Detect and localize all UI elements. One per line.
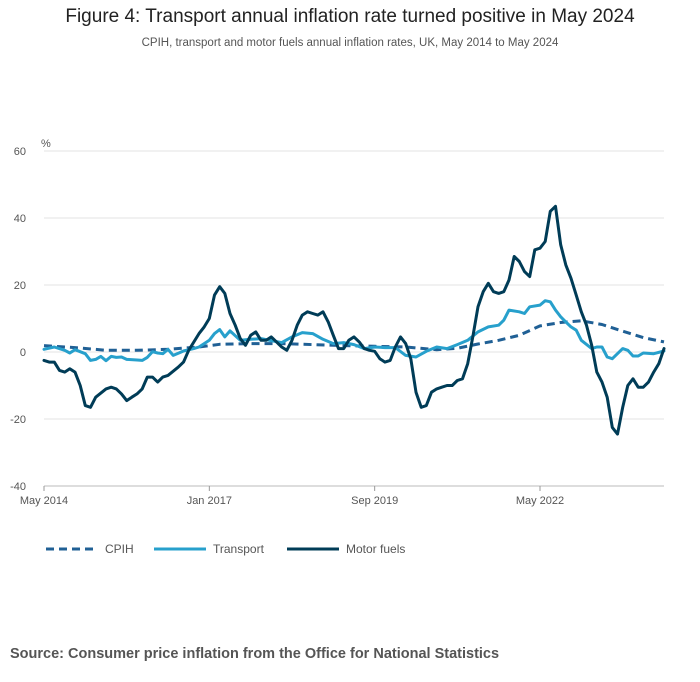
legend-label: Transport: [213, 542, 265, 556]
chart-subtitle: CPIH, transport and motor fuels annual i…: [141, 37, 559, 49]
series-lines: [42, 204, 666, 436]
gridlines: [44, 150, 664, 487]
y-tick-label: 20: [14, 280, 26, 292]
series-line-transport: [42, 299, 666, 363]
legend: CPIH Transport Motor fuels: [46, 542, 405, 556]
y-axis-unit: %: [41, 138, 51, 150]
series-line-motor-fuels: [42, 204, 666, 436]
x-tick-label: May 2014: [20, 495, 68, 507]
y-tick-label: 60: [14, 146, 26, 158]
y-tick-label: -40: [10, 481, 26, 493]
x-tick-label: May 2022: [516, 495, 564, 507]
chart-title: Figure 4: Transport annual inflation rat…: [65, 6, 635, 27]
y-tick-label: 0: [20, 347, 26, 359]
y-tick-label: 40: [14, 213, 26, 225]
y-tick-label: -20: [10, 414, 26, 426]
legend-label: CPIH: [105, 542, 134, 556]
source-note: Source: Consumer price inflation from th…: [10, 646, 500, 662]
x-tick-label: Jan 2017: [187, 495, 232, 507]
axes: 60 40 20 0 -20 -40% May 2014 Jan 2017 Sep 2019 Ma…: [10, 138, 564, 507]
legend-label: Motor fuels: [346, 542, 405, 556]
x-tick-label: Sep 2019: [351, 495, 398, 507]
